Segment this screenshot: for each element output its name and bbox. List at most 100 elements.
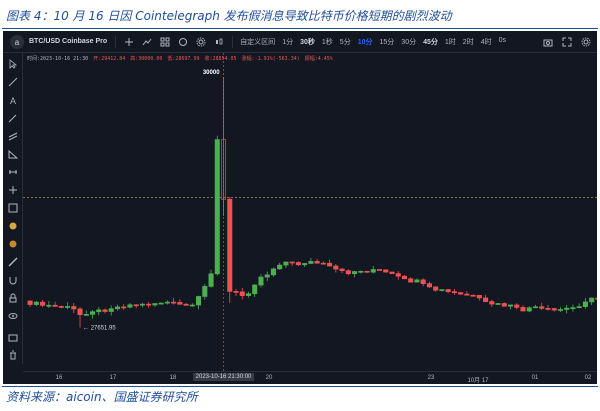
candle-body (114, 306, 121, 310)
candle-body (89, 311, 96, 315)
svg-text:A: A (10, 96, 16, 105)
candle-body (40, 301, 46, 306)
custom-interval-button[interactable]: 自定义区间 (240, 38, 276, 46)
candle-body (439, 289, 445, 291)
candle-body (320, 262, 326, 265)
candle-body (514, 304, 520, 308)
legend-time: 时间:2023-10-16 21:30 (27, 56, 89, 62)
timeframe-10[interactable]: 4时 (480, 38, 492, 46)
x-tick-label: 23 (427, 375, 435, 381)
candle-body (507, 304, 514, 307)
app-logo-icon[interactable]: a (9, 34, 25, 50)
eye-icon[interactable] (8, 311, 18, 321)
candle-body (252, 284, 258, 295)
candlestick-chart[interactable]: 30000 ← 27651.95 (23, 53, 597, 371)
candle-style-icon[interactable] (214, 37, 224, 47)
timeframe-7[interactable]: 45分 (423, 38, 438, 46)
timeframe-8[interactable]: 1时 (444, 38, 456, 46)
figure-source: 资料来源：aicoin、国盛证券研究所 (6, 390, 198, 404)
trash-icon[interactable] (8, 350, 18, 360)
candle-body (501, 303, 507, 307)
candle-body (233, 291, 239, 293)
trend-line-icon[interactable] (8, 77, 18, 87)
candle-body (308, 261, 314, 264)
candle-body (146, 303, 152, 306)
expand-icon[interactable] (562, 37, 572, 47)
candle-body (96, 309, 102, 313)
pen-icon[interactable] (8, 113, 18, 123)
candle-body (389, 271, 395, 274)
timeframe-2[interactable]: 1秒 (321, 38, 333, 46)
candle-body (414, 279, 420, 283)
crosshair-icon[interactable] (8, 185, 18, 195)
candle-body (289, 261, 295, 264)
candle-body (433, 286, 439, 291)
trading-chart-app: a BTC/USD Coinbase Pro 自定义区间 1分 30秒 1秒 5分 10… (3, 31, 597, 384)
marker-icon[interactable] (8, 239, 18, 249)
symbol-name[interactable]: BTC/USD Coinbase Pro (29, 38, 108, 45)
timeframe-9[interactable]: 2时 (462, 38, 474, 46)
candle-body (483, 297, 489, 302)
x-tick-label: 16 (55, 375, 63, 381)
toolbar-divider (232, 35, 234, 48)
figure-title: 图表 4：10 月 16 日因 Cointelegraph 发布假消息导致比特币… (6, 9, 452, 23)
timeframe-6[interactable]: 30分 (401, 38, 417, 46)
lock-icon[interactable] (8, 293, 18, 303)
settings-icon[interactable] (196, 37, 206, 47)
candle-body (364, 270, 370, 273)
legend-amplitude: 振幅:4.45% (304, 56, 333, 62)
candle-body (121, 306, 127, 309)
timeframe-1[interactable]: 30秒 (300, 38, 315, 46)
cursor-icon[interactable] (8, 59, 18, 69)
candle-body (102, 309, 108, 312)
candle-body (77, 308, 83, 316)
timeframe-5[interactable]: 15分 (379, 38, 395, 46)
measure-icon[interactable] (8, 167, 18, 177)
candle-body (458, 292, 464, 295)
timeframe-0[interactable]: 1分 (282, 38, 294, 46)
crosshair-time-label: 2023-10-16 21:30:00 (192, 373, 255, 381)
timeframe-3[interactable]: 5分 (339, 38, 351, 46)
candle-body (33, 301, 39, 305)
layers-icon[interactable] (8, 333, 18, 343)
candle-body (401, 275, 408, 280)
candle-body (420, 279, 426, 285)
candle-body (189, 304, 195, 307)
candle-body (570, 307, 576, 310)
channel-icon[interactable] (8, 131, 18, 141)
candle-body (370, 269, 376, 273)
ruler-icon[interactable] (8, 257, 18, 267)
fib-icon[interactable] (8, 149, 18, 159)
candle-body (470, 294, 476, 297)
candle-body (408, 278, 414, 283)
brush-icon[interactable] (8, 221, 18, 231)
candle-body (539, 306, 545, 309)
candle-body (152, 303, 158, 306)
timeframe-11[interactable]: 0s (498, 36, 507, 44)
alert-icon[interactable] (178, 37, 188, 47)
camera-icon[interactable] (543, 37, 553, 47)
candle-body (532, 306, 539, 309)
high-price-label: 30000 (203, 70, 220, 76)
candle-body (489, 301, 495, 305)
gear-icon[interactable] (581, 37, 591, 47)
x-tick-label: 17 (109, 375, 117, 381)
candle-body (526, 307, 532, 312)
indicators-icon[interactable] (142, 37, 152, 47)
candle-body (495, 303, 501, 305)
candle-body (208, 273, 214, 287)
candle-body (352, 271, 358, 275)
candle-body (445, 289, 451, 293)
magnet-icon[interactable] (8, 275, 18, 285)
x-tick-label: 02 (584, 375, 592, 381)
low-price-label: ← 27651.95 (83, 325, 116, 331)
candle-body (476, 294, 482, 299)
candle-body (345, 270, 351, 275)
pattern-icon[interactable] (8, 203, 18, 213)
grid-layout-icon[interactable] (160, 37, 170, 47)
text-tool-icon[interactable]: A (8, 95, 18, 105)
add-compare-icon[interactable] (124, 37, 134, 47)
timeframe-4[interactable]: 10分 (357, 38, 373, 46)
ohlc-legend: 时间:2023-10-16 21:30 开:29412.84 高:30000.0… (27, 55, 333, 65)
